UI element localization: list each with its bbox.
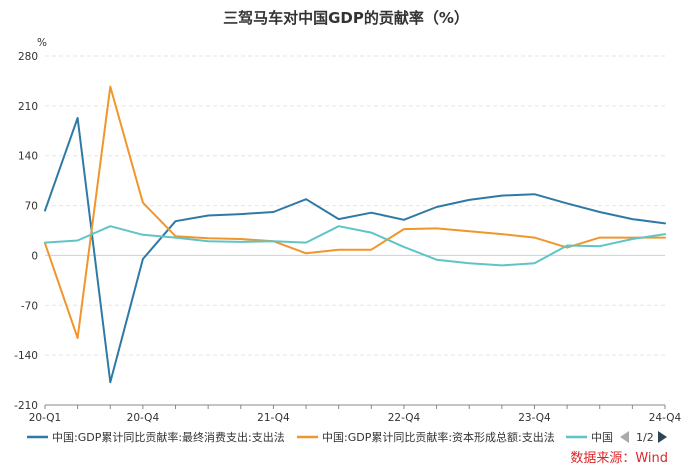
legend: 中国:GDP累计同比贡献率:最终消费支出:支出法 中国:GDP累计同比贡献率:资… — [27, 430, 667, 444]
y-tick-label: -140 — [14, 350, 38, 362]
x-tick-label: 22-Q4 — [388, 412, 421, 424]
x-tick-label: 24-Q4 — [649, 412, 682, 424]
x-tick-label: 20-Q4 — [127, 412, 160, 424]
legend-next-page-icon[interactable] — [658, 431, 667, 443]
legend-page-indicator: 1/2 — [636, 431, 654, 444]
x-axis: 20-Q1 20-Q4 21-Q4 22-Q4 23-Q4 24-Q4 — [29, 404, 682, 424]
x-tick-label: 23-Q4 — [518, 412, 551, 424]
y-tick-label: 280 — [18, 51, 38, 63]
series-line-1 — [44, 85, 666, 339]
series-line-0 — [44, 117, 666, 384]
x-tick-label: 21-Q4 — [257, 412, 290, 424]
y-axis-unit-label: % — [37, 37, 47, 49]
legend-label-net-export[interactable]: 中国 — [591, 431, 613, 444]
y-tick-label: 0 — [31, 250, 38, 262]
series-line-2 — [44, 225, 666, 267]
y-tick-label: -210 — [14, 400, 38, 412]
y-tick-label: 70 — [25, 201, 38, 213]
legend-label-capital[interactable]: 中国:GDP累计同比贡献率:资本形成总额:支出法 — [322, 430, 555, 444]
legend-prev-page-icon[interactable] — [620, 431, 629, 443]
gridlines — [45, 55, 665, 406]
y-tick-label: -70 — [21, 300, 38, 312]
chart-title: 三驾马车对中国GDP的贡献率（%） — [223, 9, 469, 27]
legend-label-consumption[interactable]: 中国:GDP累计同比贡献率:最终消费支出:支出法 — [52, 430, 285, 444]
y-tick-label: 210 — [18, 101, 38, 113]
y-tick-label: 140 — [18, 151, 38, 163]
source-label: 数据来源：Wind — [570, 451, 668, 466]
y-axis-ticks: -210 -140 -70 0 70 140 210 280 — [14, 51, 38, 412]
x-tick-label: 20-Q1 — [29, 412, 61, 424]
series-lines — [44, 85, 666, 384]
